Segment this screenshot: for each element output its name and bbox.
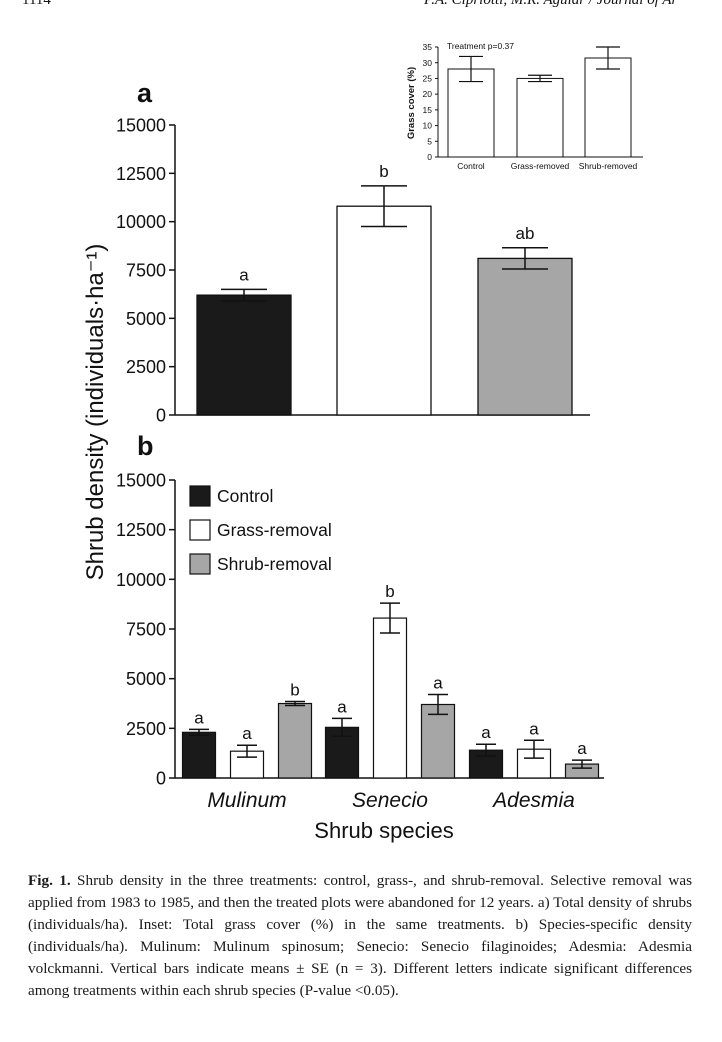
panel-b-bar-senecio-grass-removal — [372, 617, 408, 779]
panel-b-significance-letter: b — [290, 681, 299, 700]
panel-a-y-tick-label: 5000 — [126, 309, 166, 329]
panel-b-bar-mulinum-control — [181, 731, 217, 779]
panel-b-y-tick-label: 12500 — [116, 520, 166, 540]
panel-a-significance-letter: ab — [516, 224, 535, 243]
caption-text: Shrub density in the three treatments: c… — [28, 872, 693, 999]
panel-a-significance-letter: b — [379, 162, 388, 181]
page-number: 1114 — [22, 0, 51, 8]
panel-b-x-tick-label: Mulinum — [207, 789, 286, 812]
caption-lead: Fig. 1. — [28, 872, 71, 889]
inset-bar-shrub-removed — [584, 57, 632, 158]
panel-b-significance-letter: b — [385, 582, 394, 601]
inset-y-tick-label: 10 — [423, 121, 433, 131]
inset-y-tick-label: 35 — [423, 42, 433, 52]
inset-y-tick-label: 0 — [427, 152, 432, 162]
legend-swatch-shrub-removal — [189, 553, 211, 575]
panel-b-label: b — [137, 431, 154, 461]
legend-swatch-control — [189, 485, 211, 507]
inset-y-tick-label: 20 — [423, 89, 433, 99]
panel-a-y-tick-label: 7500 — [126, 260, 166, 280]
panel-b-significance-letter: a — [529, 719, 539, 738]
panel-b-bar-adesmia-grass-removal — [516, 748, 552, 779]
shared-y-axis-label: Shrub density (individuals·ha⁻¹) — [82, 244, 109, 581]
panel-b-significance-letter: a — [577, 739, 587, 758]
panel-a-bar-shrub-removal — [477, 257, 573, 416]
panel-b-y-tick-label: 7500 — [126, 619, 166, 639]
inset-y-tick-label: 25 — [423, 73, 433, 83]
panel-b-y-tick-label: 2500 — [126, 719, 166, 739]
panel-b-y-tick-label: 0 — [156, 768, 166, 788]
panel-b-y-tick-label: 15000 — [116, 470, 166, 490]
legend-label-grass-removal: Grass-removal — [217, 520, 332, 540]
panel-a-bar-grass-removal — [336, 205, 432, 416]
inset-y-tick-label: 30 — [423, 58, 433, 68]
panel-a-y-tick-label: 2500 — [126, 357, 166, 377]
inset-x-tick-label: Shrub-removed — [579, 161, 638, 171]
panel-b-significance-letter: a — [481, 723, 491, 742]
journal-running-title: P.A. Cipriotti, M.R. Aguiar / Journal of… — [424, 0, 678, 8]
panel-b-significance-letter: a — [337, 697, 347, 716]
panel-a-label: a — [137, 78, 153, 108]
legend-label-shrub-removal: Shrub-removal — [217, 554, 332, 574]
panel-a-y-tick-label: 12500 — [116, 164, 166, 184]
panel-b-x-axis-label: Shrub species — [314, 818, 453, 843]
legend-label-control: Control — [217, 486, 273, 506]
panel-b-bar-senecio-shrub-removal — [420, 703, 456, 779]
panel-b-significance-letter: a — [433, 674, 443, 693]
panel-b-significance-letter: a — [194, 708, 204, 727]
panel-b-bar-mulinum-shrub-removal — [277, 702, 313, 779]
panel-a-bar-control — [196, 294, 292, 416]
panel-b-y-tick-label: 10000 — [116, 570, 166, 590]
panel-a-y-tick-label: 0 — [156, 405, 166, 425]
inset-title: Treatment p=0.37 — [447, 41, 514, 51]
panel-b-x-tick-label: Senecio — [352, 789, 428, 812]
inset-bar-control — [447, 68, 495, 158]
panel-a-y-tick-label: 15000 — [116, 115, 166, 135]
inset-x-tick-label: Grass-removed — [511, 161, 570, 171]
figure-caption: Fig. 1. Shrub density in the three treat… — [28, 870, 692, 1002]
inset-y-tick-label: 5 — [427, 136, 432, 146]
running-header: 1114 P.A. Cipriotti, M.R. Aguiar / Journ… — [0, 0, 722, 12]
panel-b-x-tick-label: Adesmia — [491, 789, 575, 812]
panel-b-y-tick-label: 5000 — [126, 669, 166, 689]
legend-swatch-grass-removal — [189, 519, 211, 541]
panel-b-significance-letter: a — [242, 724, 252, 743]
figure-1: 0250050007500100001250015000aabab0510152… — [82, 41, 643, 843]
inset-x-tick-label: Control — [457, 161, 485, 171]
inset-bar-grass-removed — [516, 77, 564, 158]
panel-a-y-tick-label: 10000 — [116, 212, 166, 232]
inset-y-tick-label: 15 — [423, 105, 433, 115]
inset-y-axis-label: Grass cover (%) — [406, 67, 417, 139]
panel-a-significance-letter: a — [239, 265, 249, 284]
